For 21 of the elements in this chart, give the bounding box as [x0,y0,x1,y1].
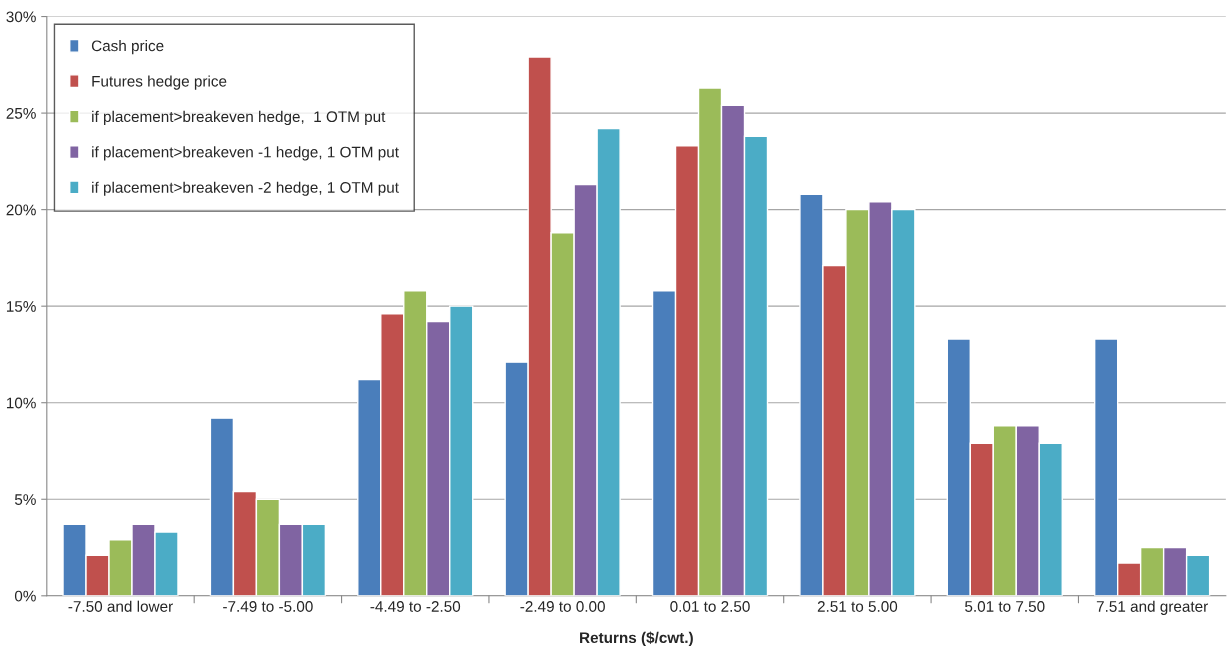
x-tick-label: 7.51 and greater [1096,600,1208,615]
x-tick-label: -2.49 to 0.00 [520,601,605,612]
legend-label: if placement>breakeven hedge, 1 OTM put [92,110,386,126]
legend-label: if placement>breakeven -1 hedge, 1 OTM put [92,146,399,161]
y-tick-label: 5% [14,494,36,505]
y-tick-label: 30% [6,11,36,23]
x-tick-label: 2.51 to 5.00 [817,601,898,612]
legend-label: if placement>breakeven -2 hedge, 1 OTM put [92,181,399,196]
x-tick-label: -7.50 and lower [68,600,173,612]
legend-label: Cash price [91,40,164,55]
y-tick-label: 25% [6,107,36,119]
y-tick-label: 20% [6,204,36,216]
y-tick-label: 15% [6,301,36,312]
y-tick-label: 10% [6,397,36,409]
x-tick-label: 5.01 to 7.50 [965,601,1045,612]
legend-label: Futures hedge price [92,75,227,90]
x-tick-label: 0.01 to 2.50 [670,601,750,612]
x-tick-label: -7.49 to -5.00 [223,601,313,612]
x-axis-title: Returns ($/cwt.) [580,631,693,647]
x-tick-label: -4.49 to -2.50 [370,601,461,612]
y-tick-label: 0% [14,590,36,602]
